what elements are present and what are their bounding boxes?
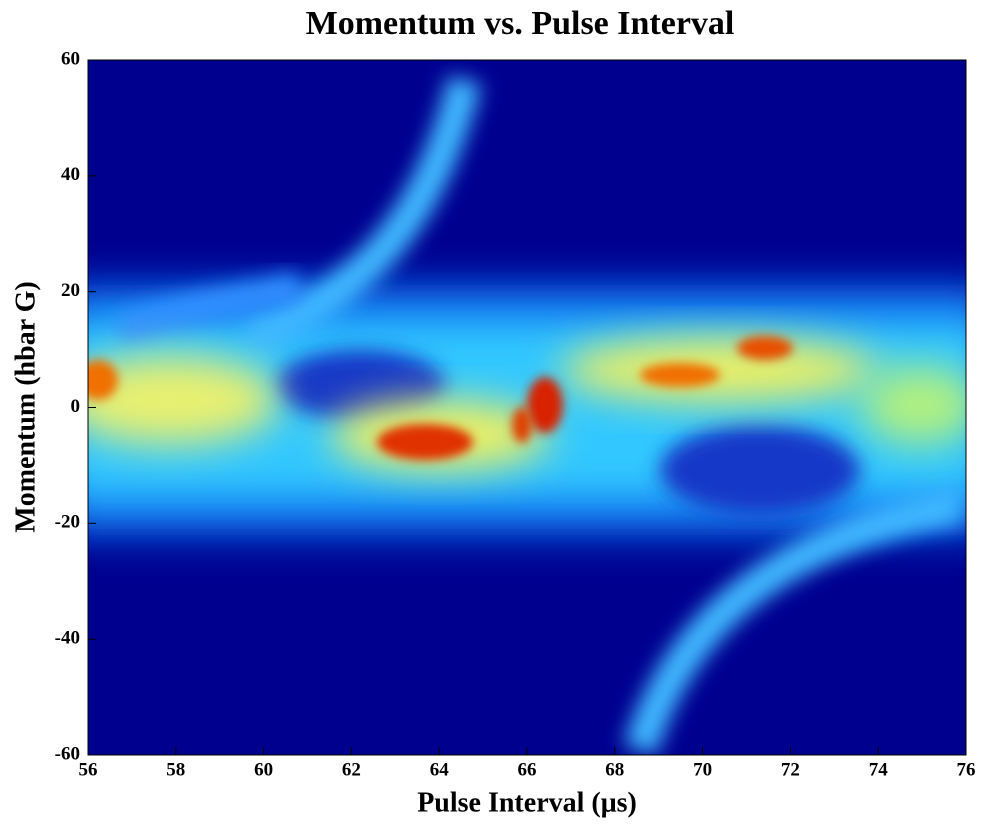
x-tick-label: 74 (869, 759, 889, 780)
heatmap-image (88, 60, 966, 755)
x-tick-label: 62 (342, 759, 361, 780)
x-tick-label: 68 (605, 759, 624, 780)
y-axis-label: Momentum (hbar G) (10, 281, 41, 532)
x-tick-label: 70 (693, 759, 712, 780)
y-tick-label: 60 (61, 48, 80, 69)
x-tick-label: 72 (781, 759, 800, 780)
chart-title: Momentum vs. Pulse Interval (306, 5, 735, 42)
y-tick-label: 20 (61, 280, 80, 301)
y-tick-label: -40 (55, 628, 80, 649)
x-tick-label: 58 (166, 759, 185, 780)
y-tick-label: 40 (61, 164, 80, 185)
x-axis-label: Pulse Interval (μs) (417, 787, 637, 818)
x-tick-label: 76 (957, 759, 976, 780)
x-tick-label: 66 (518, 759, 537, 780)
x-tick-label: 60 (254, 759, 273, 780)
x-tick-label: 56 (79, 759, 98, 780)
x-tick-label: 64 (430, 759, 450, 780)
y-tick-label: -60 (55, 743, 80, 764)
y-tick-label: 0 (71, 396, 81, 417)
y-tick-label: -20 (55, 512, 80, 533)
